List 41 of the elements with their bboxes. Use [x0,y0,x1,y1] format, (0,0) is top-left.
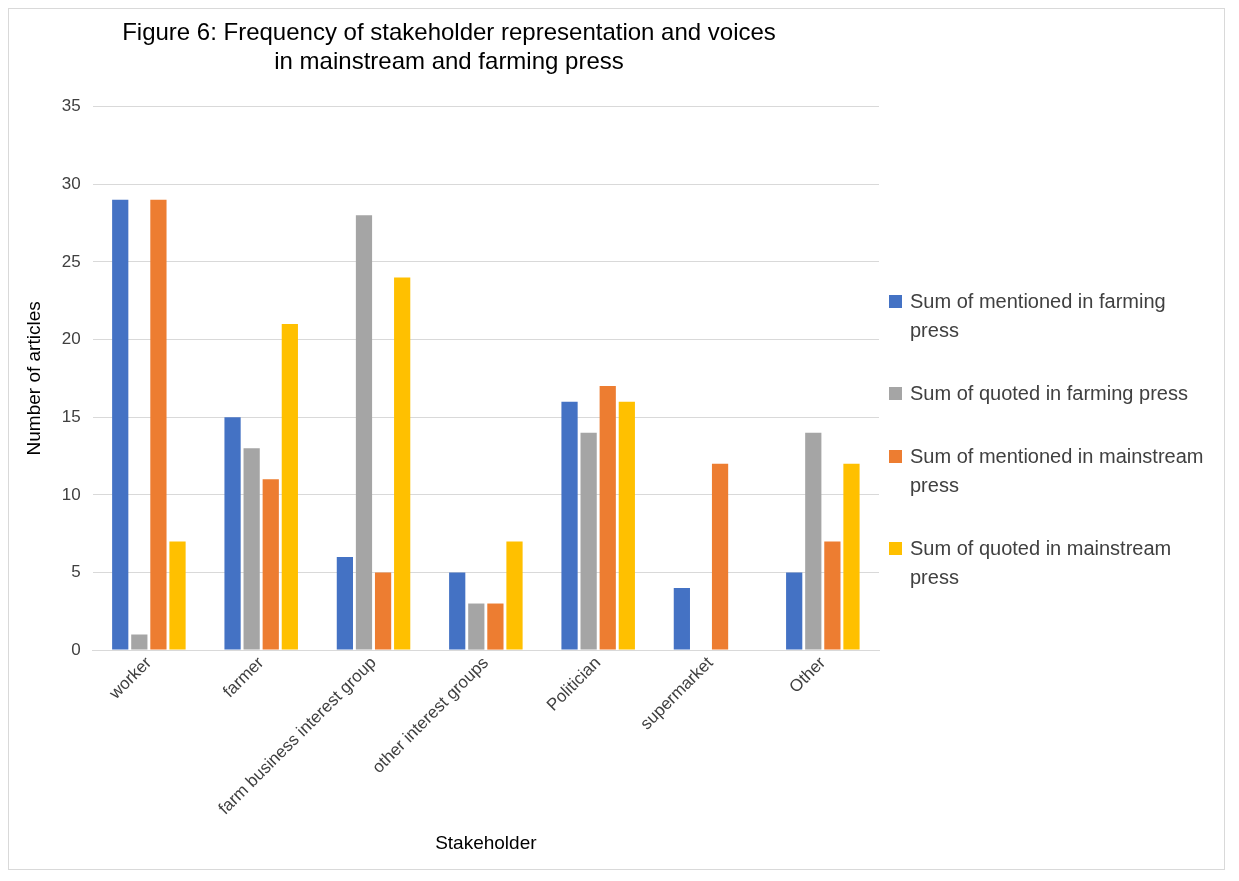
bar [824,541,841,650]
bar [487,603,504,650]
x-axis-title: Stakeholder [435,831,538,853]
bar [262,479,279,650]
y-tick-label: 5 [71,562,81,582]
legend-label: Sum of quoted in farming press [910,380,1188,406]
y-tick-label: 25 [61,251,81,271]
bar [281,324,298,650]
bar [561,401,578,650]
bar [468,603,485,650]
bar [711,463,729,650]
bar [150,199,167,650]
bar [224,417,241,650]
bar [843,463,860,650]
y-tick-label: 30 [61,173,81,193]
legend-label: Sum of mentioned in farming press [910,288,1167,343]
bar [805,432,822,650]
bar [599,386,616,650]
bar [394,277,411,650]
y-tick-label: 0 [71,639,81,659]
y-axis-title: Number of articles [22,301,44,456]
bar [786,572,803,650]
legend-label: Sum of mentioned in mainstream press [910,443,1205,498]
y-tick-label: 10 [61,484,81,504]
bar [336,556,353,650]
bar [506,541,523,650]
bar [131,634,148,650]
bar [673,587,690,650]
bar [580,432,597,650]
y-tick-label: 15 [61,406,81,426]
y-tick-label: 20 [61,329,81,349]
y-tick-label: 35 [61,96,81,116]
bar [374,572,392,650]
bar [112,199,129,650]
legend-label: Sum of quoted in mainstream press [910,535,1173,590]
bar [618,401,635,650]
chart-title: Figure 6: Frequency of stakeholder representation and voices in mainstream and farming press [122,18,776,74]
bar [169,541,186,650]
bar [355,215,373,650]
bar [243,448,260,650]
bar [449,572,466,650]
